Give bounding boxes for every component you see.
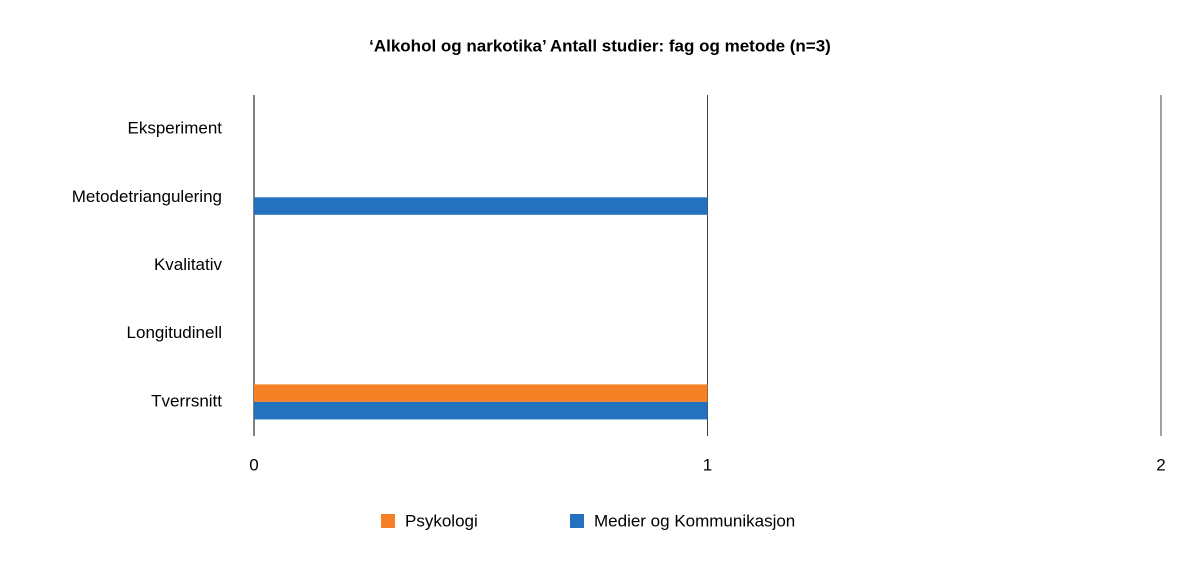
chart-title: ‘Alkohol og narkotika’ Antall studier: f…: [369, 36, 831, 55]
legend-label: Medier og Kommunikasjon: [594, 511, 795, 530]
y-tick-label: Eksperiment: [128, 119, 223, 138]
bar: [254, 384, 708, 402]
y-tick-label: Longitudinell: [127, 323, 222, 342]
y-tick-label: Tverrsnitt: [151, 391, 222, 410]
bar: [254, 197, 708, 215]
legend-swatch: [570, 514, 584, 528]
y-tick-label: Metodetriangulering: [72, 187, 222, 206]
x-tick-label: 1: [703, 455, 712, 474]
y-tick-label: Kvalitativ: [154, 255, 223, 274]
legend-swatch: [381, 514, 395, 528]
legend-label: Psykologi: [405, 511, 478, 530]
x-tick-label: 2: [1156, 455, 1165, 474]
x-tick-label: 0: [249, 455, 258, 474]
bar: [254, 401, 708, 420]
